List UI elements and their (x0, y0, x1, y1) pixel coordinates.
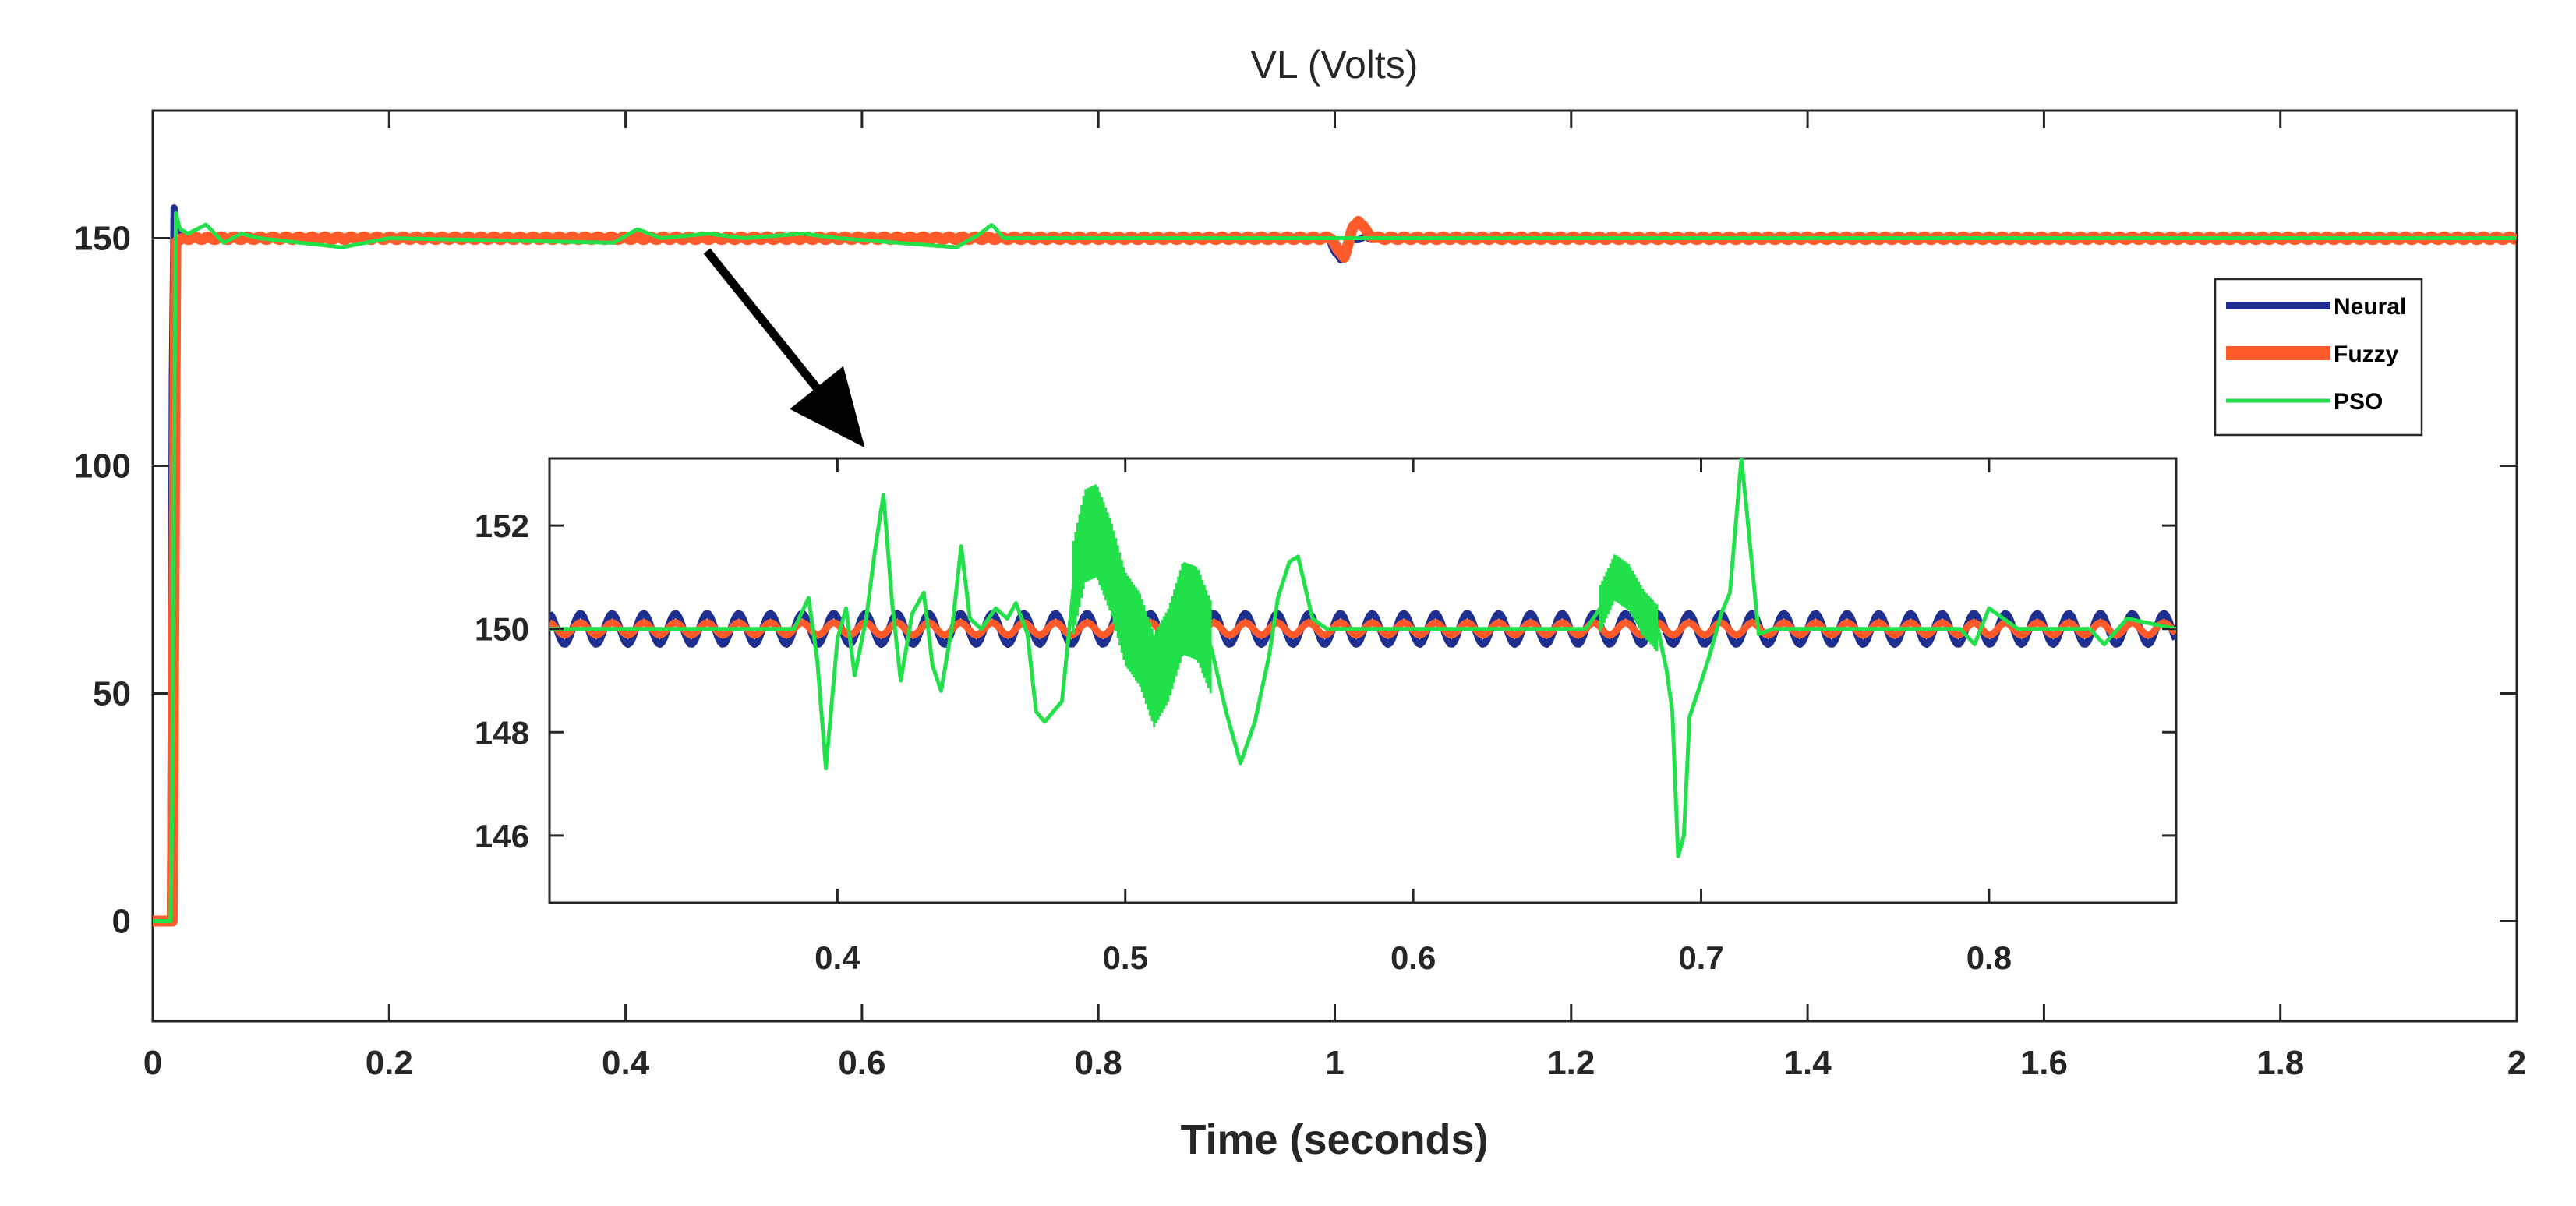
inset-x-tick-label: 0.8 (1966, 939, 2012, 976)
x-tick-label: 2 (2507, 1044, 2526, 1082)
inset-axis-tick-labels: 0.4 0.5 0.6 0.7 0.8 146 148 150 152 (475, 508, 2012, 976)
x-tick-label: 1.6 (2020, 1044, 2068, 1082)
inset-x-tick-label: 0.4 (814, 939, 860, 976)
x-tick-label: 1.4 (1784, 1044, 1832, 1082)
legend-label-pso: PSO (2334, 389, 2383, 415)
y-tick-label: 50 (93, 675, 131, 713)
inset-series-group (549, 458, 2176, 858)
inset-pso-oscillation (1599, 554, 1659, 651)
y-tick-label: 100 (74, 447, 131, 486)
x-axis-label: Time (seconds) (1180, 1116, 1488, 1163)
y-tick-label: 0 (112, 903, 131, 941)
legend-label-fuzzy: Fuzzy (2334, 341, 2399, 367)
x-tick-label: 1.8 (2256, 1044, 2304, 1082)
legend: Neural Fuzzy PSO (2214, 278, 2423, 437)
main-series-pso (153, 210, 2517, 923)
inset-y-tick-label: 148 (475, 714, 529, 751)
x-tick-label: 0 (143, 1044, 162, 1082)
inset-x-tick-label: 0.7 (1678, 939, 1723, 976)
inset-y-tick-label: 152 (475, 508, 529, 544)
inset-y-tick-label: 150 (475, 611, 529, 648)
x-tick-label: 1.2 (1547, 1044, 1595, 1082)
chart-title: VL (Volts) (1251, 43, 1419, 87)
y-tick-label: 150 (74, 220, 131, 258)
legend-label-neural: Neural (2334, 294, 2406, 320)
zoom-arrow (703, 248, 865, 448)
inset-plot-area (548, 457, 2178, 904)
inset-series-fuzzy (549, 619, 2176, 639)
inset-axis-ticks (549, 458, 2176, 903)
inset-y-tick-label: 146 (475, 818, 529, 854)
x-tick-label: 1 (1325, 1044, 1344, 1082)
inset-pso-oscillation (1072, 484, 1212, 727)
main-axis-ticks (151, 111, 2518, 1021)
inset-x-tick-label: 0.6 (1390, 939, 1436, 976)
main-axis-tick-labels: 0 0.2 0.4 0.6 0.8 1 1.2 1.4 1.6 1.8 2 0 50 100 150 (74, 220, 2527, 1082)
x-tick-label: 0.4 (602, 1044, 650, 1082)
x-tick-label: 0.2 (366, 1044, 413, 1082)
inset-x-tick-label: 0.5 (1103, 939, 1148, 976)
main-series-group (153, 204, 2517, 927)
x-tick-label: 0.6 (838, 1044, 885, 1082)
x-tick-label: 0.8 (1075, 1044, 1122, 1082)
